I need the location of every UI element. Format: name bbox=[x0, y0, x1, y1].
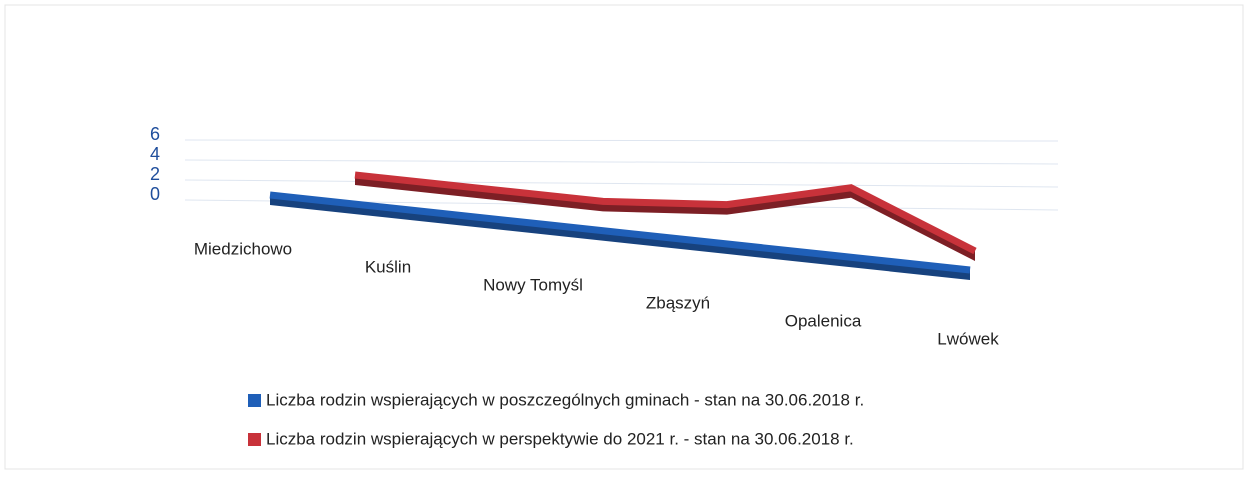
x-tick-label: Zbąszyń bbox=[646, 293, 710, 312]
x-tick-label: Miedzichowo bbox=[194, 239, 292, 258]
legend-swatch bbox=[248, 433, 261, 446]
y-tick-label: 4 bbox=[150, 144, 160, 164]
grid-line bbox=[184, 139, 1059, 142]
chart-frame bbox=[4, 4, 1244, 470]
x-tick-label: Opalenica bbox=[785, 311, 862, 330]
series-ribbon bbox=[355, 175, 975, 261]
x-tick-label: Nowy Tomyśl bbox=[483, 275, 583, 294]
legend-label: Liczba rodzin wspierających w poszczegól… bbox=[266, 390, 864, 409]
grid-line bbox=[184, 179, 1059, 188]
y-tick-label: 6 bbox=[150, 124, 160, 144]
legend-label: Liczba rodzin wspierających w perspektyw… bbox=[266, 429, 854, 448]
legend-swatch bbox=[248, 394, 261, 407]
y-tick-label: 2 bbox=[150, 164, 160, 184]
series-line bbox=[354, 171, 977, 255]
grid-line bbox=[184, 159, 1059, 165]
x-tick-label: Lwówek bbox=[937, 329, 999, 348]
y-tick-label: 0 bbox=[150, 184, 160, 204]
series-line bbox=[269, 191, 971, 274]
x-tick-label: Kuślin bbox=[365, 257, 411, 276]
